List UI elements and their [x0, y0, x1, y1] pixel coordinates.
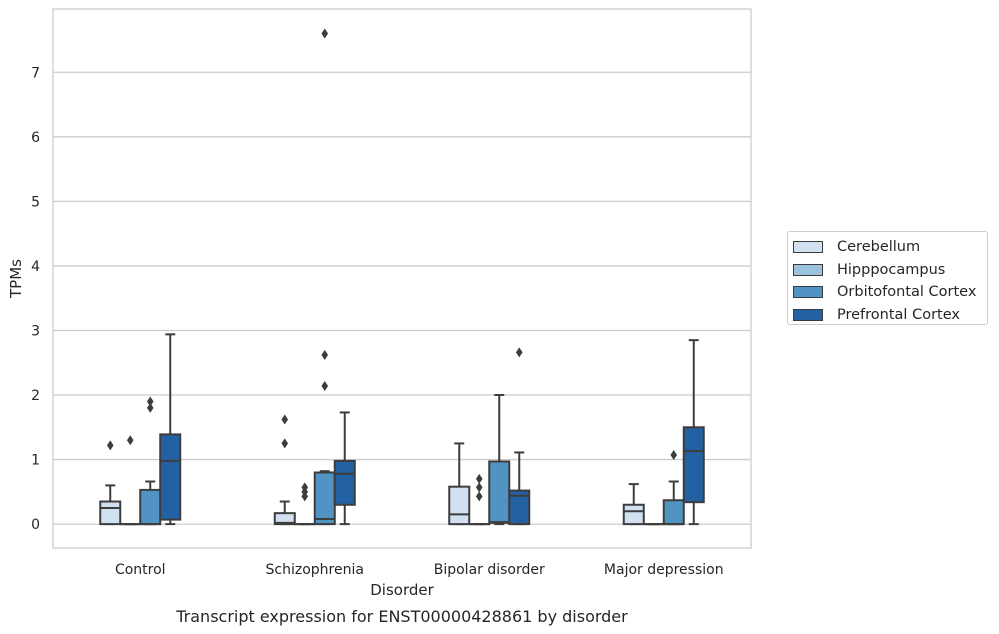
y-tick-label: 4	[31, 259, 40, 275]
y-tick-label: 3	[31, 323, 40, 339]
box-iqr	[662, 499, 685, 526]
outlier-point	[321, 28, 329, 39]
x-tick-label: Control	[115, 562, 166, 578]
y-tick-label: 6	[31, 130, 40, 146]
outlier-point	[475, 473, 483, 484]
legend-swatch	[793, 241, 823, 254]
y-tick-label: 1	[31, 453, 40, 469]
legend-item: Hipppocampus	[793, 259, 987, 282]
legend-label: Prefrontal Cortex	[837, 306, 960, 323]
x-tick-label: Schizophrenia	[266, 562, 364, 578]
legend-label: Orbitofontal Cortex	[837, 284, 977, 301]
box-0-0	[99, 440, 122, 526]
outlier-point	[281, 438, 289, 449]
box-1-0	[119, 435, 142, 526]
box-0-1	[273, 414, 296, 526]
legend-swatch	[793, 308, 823, 321]
y-axis-ticks: 0 1 2 3 4 5 6 7	[31, 65, 40, 533]
plot-area-frame	[52, 8, 752, 549]
y-tick-label: 5	[31, 194, 40, 210]
box-3-2	[508, 347, 531, 526]
legend-swatch	[793, 263, 823, 276]
box-plots	[99, 28, 705, 526]
legend-label: Hipppocampus	[837, 261, 946, 278]
box-1-1	[293, 482, 316, 526]
legend-swatch	[793, 286, 823, 299]
legend-label: Cerebellum	[837, 239, 921, 256]
box-2-0	[139, 396, 162, 526]
box-3-1	[333, 411, 356, 526]
box-0-2	[448, 442, 471, 526]
box-iqr	[448, 485, 471, 526]
outlier-point	[281, 414, 289, 425]
outlier-point	[146, 396, 154, 407]
outlier-point	[515, 347, 523, 358]
outlier-point	[321, 349, 329, 360]
box-3-3	[682, 339, 705, 526]
y-tick-label: 7	[31, 65, 40, 81]
outlier-point	[475, 482, 483, 493]
legend: Cerebellum Hipppocampus Orbitofontal Corte…	[787, 231, 988, 325]
box-2-3	[662, 450, 685, 526]
gridlines	[53, 71, 751, 525]
y-tick-label: 0	[31, 517, 40, 533]
box-iqr	[99, 500, 122, 526]
box-3-0	[159, 333, 182, 526]
outlier-point	[301, 482, 309, 493]
box-iqr	[488, 460, 511, 524]
box-2-1	[313, 28, 336, 526]
x-tick-label: Bipolar disorder	[434, 562, 545, 578]
legend-item: Prefrontal Cortex	[793, 304, 987, 327]
box-1-2	[468, 473, 491, 526]
box-iqr	[273, 512, 296, 526]
outlier-point	[126, 435, 134, 446]
box-iqr	[139, 488, 162, 526]
y-tick-label: 2	[31, 388, 40, 404]
outlier-point	[670, 450, 678, 461]
box-iqr	[508, 489, 531, 526]
chart-caption: Transcript expression for ENST0000042886…	[175, 607, 628, 626]
outlier-point	[321, 380, 329, 391]
box-iqr	[333, 459, 356, 506]
box-iqr	[313, 471, 336, 526]
legend-item: Orbitofontal Cortex	[793, 281, 987, 304]
outlier-point	[146, 402, 154, 413]
legend-item: Cerebellum	[793, 236, 987, 259]
y-axis-label: TPMs	[7, 259, 25, 299]
box-iqr	[159, 433, 182, 521]
outlier-point	[106, 440, 114, 451]
outlier-point	[475, 491, 483, 502]
box-0-3	[622, 483, 645, 526]
x-axis-ticks: Control Schizophrenia Bipolar disorder Majo…	[115, 562, 724, 578]
x-axis-label: Disorder	[370, 581, 434, 599]
box-iqr	[622, 503, 645, 526]
x-tick-label: Major depression	[604, 562, 724, 578]
box-iqr	[682, 426, 705, 504]
